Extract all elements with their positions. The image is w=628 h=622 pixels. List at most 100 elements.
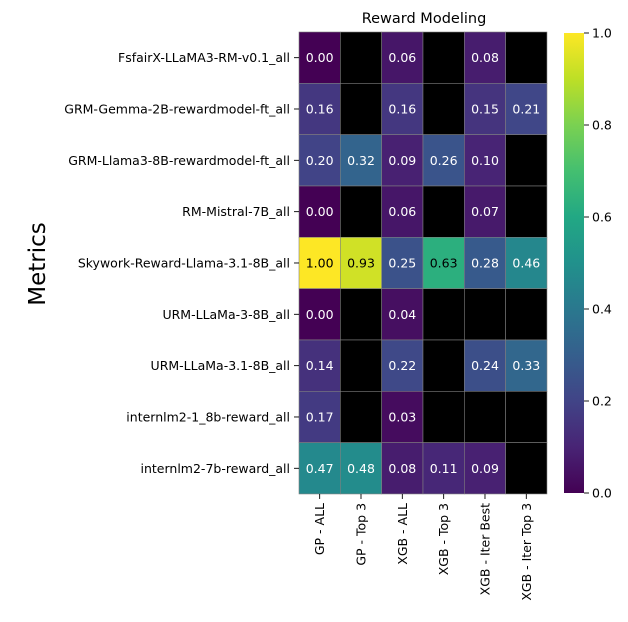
heatmap-cell xyxy=(298,288,341,341)
colorbar-tick-label: 1.0 xyxy=(592,26,612,41)
heatmap-cell xyxy=(505,391,548,443)
heatmap-cell xyxy=(464,288,506,341)
cell-value-label: 0.16 xyxy=(388,101,416,116)
cell-value-label: 0.33 xyxy=(512,358,540,373)
cell-value-label: 0.14 xyxy=(306,358,334,373)
heatmap-cell xyxy=(505,31,548,84)
heatmap-cell xyxy=(422,288,465,341)
colorbar-tick-label: 0.2 xyxy=(592,394,612,409)
heatmap-cell xyxy=(505,134,548,187)
heatmap-cell xyxy=(340,31,382,84)
column-label: XGB - Top 3 xyxy=(436,503,451,575)
cell-value-label: 0.00 xyxy=(306,50,334,65)
heatmap-cell xyxy=(381,185,424,238)
heatmap-cell xyxy=(422,185,465,238)
heatmap-cell xyxy=(464,83,506,135)
row-label: RM-Mistral-7B_all xyxy=(182,204,290,219)
cell-value-label: 0.09 xyxy=(388,153,416,168)
heatmap-cells: 0.00 0.06 0.08 0.16 0.16 0.15 0.21 0.20 0.32 0.09… xyxy=(298,31,548,495)
cell-value-label: 1.00 xyxy=(306,255,334,270)
row-label: URM-LLaMa-3.1-8B_all xyxy=(151,358,290,373)
chart-title: Reward Modeling xyxy=(362,11,487,27)
cell-value-label: 0.03 xyxy=(388,409,416,424)
cell-value-label: 0.24 xyxy=(471,358,499,373)
heatmap-cell xyxy=(464,391,506,443)
cell-value-label: 0.28 xyxy=(471,255,499,270)
cell-value-label: 0.22 xyxy=(388,358,416,373)
heatmap-cell xyxy=(340,237,382,289)
cell-value-label: 0.00 xyxy=(306,204,334,219)
heatmap-cell xyxy=(464,237,506,289)
colorbar-tick-label: 0.8 xyxy=(592,118,612,133)
row-label: internlm2-1_8b-reward_all xyxy=(126,409,290,424)
colorbar-tick-label: 0.4 xyxy=(592,302,612,317)
heatmap-cell xyxy=(422,339,465,392)
cell-value-label: 0.93 xyxy=(347,255,375,270)
cell-value-label: 0.06 xyxy=(388,50,416,65)
heatmap-cell xyxy=(381,391,424,443)
heatmap-cell xyxy=(298,185,341,238)
row-label: FsfairX-LLaMA3-RM-v0.1_all xyxy=(118,50,290,65)
cell-value-label: 0.47 xyxy=(306,461,334,476)
cell-value-label: 0.00 xyxy=(306,307,334,322)
heatmap-cell xyxy=(298,391,341,443)
colorbar: 0.0 0.2 0.4 0.6 0.8 1.0 xyxy=(564,26,612,501)
colorbar-gradient xyxy=(564,33,584,493)
heatmap-cell xyxy=(505,185,548,238)
cell-value-label: 0.21 xyxy=(512,101,540,116)
heatmap-cell xyxy=(422,83,465,135)
column-label: XGB - Iter Top 3 xyxy=(519,503,534,601)
heatmap-cell xyxy=(505,339,548,392)
cell-value-label: 0.26 xyxy=(430,153,458,168)
cell-value-label: 0.16 xyxy=(306,101,334,116)
cell-value-label: 0.11 xyxy=(430,461,458,476)
cell-value-label: 0.08 xyxy=(388,461,416,476)
heatmap-cell xyxy=(340,288,382,341)
heatmap-cell xyxy=(298,83,341,135)
heatmap-cell xyxy=(381,134,424,187)
row-label: GRM-Gemma-2B-rewardmodel-ft_all xyxy=(64,101,290,116)
row-labels: FsfairX-LLaMA3-RM-v0.1_all GRM-Gemma-2B-r… xyxy=(64,50,299,476)
heatmap-cell xyxy=(381,83,424,135)
cell-value-label: 0.06 xyxy=(388,204,416,219)
heatmap-cell xyxy=(340,83,382,135)
heatmap-cell xyxy=(505,288,548,341)
cell-value-label: 0.09 xyxy=(471,461,499,476)
heatmap-cell xyxy=(422,31,465,84)
heatmap-cell xyxy=(298,31,341,84)
heatmap-cell xyxy=(381,288,424,341)
row-label: Skywork-Reward-Llama-3.1-8B_all xyxy=(78,255,290,270)
colorbar-tick-label: 0.6 xyxy=(592,210,612,225)
cell-value-label: 0.10 xyxy=(471,153,499,168)
column-label: GP - ALL xyxy=(312,503,327,555)
heatmap-cell xyxy=(340,391,382,443)
column-label: XGB - Iter Best xyxy=(477,503,492,595)
cell-value-label: 0.04 xyxy=(388,307,416,322)
cell-value-label: 0.32 xyxy=(347,153,375,168)
cell-value-label: 0.48 xyxy=(347,461,375,476)
cell-value-label: 0.15 xyxy=(471,101,499,116)
heatmap-cell xyxy=(381,31,424,84)
heatmap-cell xyxy=(505,237,548,289)
cell-value-label: 0.08 xyxy=(471,50,499,65)
cell-value-label: 0.25 xyxy=(388,255,416,270)
y-axis-label: Metrics xyxy=(25,222,51,306)
row-label: URM-LLaMa-3-8B_all xyxy=(162,307,290,322)
heatmap-cell xyxy=(340,185,382,238)
cell-value-label: 0.63 xyxy=(430,255,458,270)
row-label: GRM-Llama3-8B-rewardmodel-ft_all xyxy=(68,153,290,168)
colorbar-tick-label: 0.0 xyxy=(592,486,612,501)
heatmap-cell xyxy=(381,237,424,289)
cell-value-label: 0.20 xyxy=(306,153,334,168)
column-labels: GP - ALL GP - Top 3 XGB - ALL XGB - Top 3 XG… xyxy=(312,493,534,601)
cell-value-label: 0.07 xyxy=(471,204,499,219)
heatmap-cell xyxy=(340,339,382,392)
heatmap-cell xyxy=(422,391,465,443)
row-label: internlm2-7b-reward_all xyxy=(141,461,291,476)
heatmap-cell xyxy=(422,237,465,289)
cell-value-label: 0.46 xyxy=(512,255,540,270)
heatmap-cell xyxy=(464,31,506,84)
column-label: XGB - ALL xyxy=(395,503,410,565)
heatmap-cell xyxy=(381,339,424,392)
